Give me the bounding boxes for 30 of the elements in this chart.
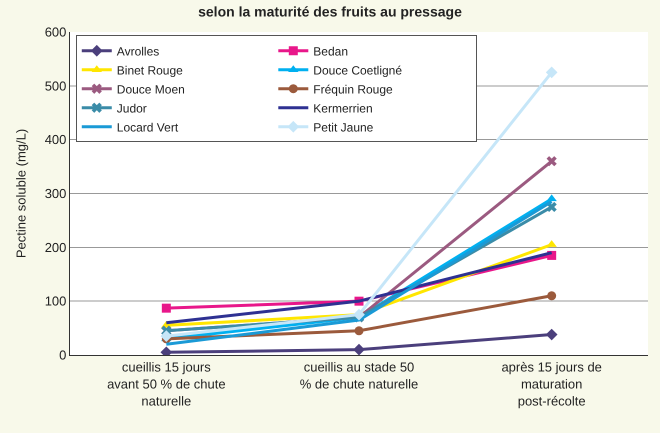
legend-label: Judor xyxy=(116,101,147,116)
legend-label: Locard Vert xyxy=(116,120,179,134)
legend-label: Kermerrien xyxy=(313,101,373,116)
y-axis-title: Pectine soluble (mg/L) xyxy=(14,128,29,258)
x-tick-label: après 15 jours de maturation post-récolte xyxy=(501,360,602,408)
x-tick-label: cueillis au stade 50 % de chute naturelle xyxy=(300,360,418,392)
point xyxy=(547,291,556,300)
point xyxy=(546,66,558,78)
x-tick-label: cueillis 15 jours avant 50 % de chute naturelle xyxy=(107,360,226,408)
y-tick-label: 200 xyxy=(44,240,66,255)
point xyxy=(353,344,365,355)
point xyxy=(160,330,172,342)
point xyxy=(354,326,364,336)
legend-label: Petit Jaune xyxy=(313,120,374,134)
legend-label: Binet Rouge xyxy=(116,63,184,78)
legend-label: Douce Coetligné xyxy=(313,63,402,78)
chart-title: selon la maturité des fruits au pressage xyxy=(198,3,462,20)
legend-label: Avrolles xyxy=(116,44,160,58)
legend-label: Bedan xyxy=(313,44,348,58)
y-tick-label: 500 xyxy=(44,78,66,94)
y-tick-label: 600 xyxy=(44,24,66,40)
y-tick-label: 0 xyxy=(59,348,66,363)
point xyxy=(546,328,558,340)
point xyxy=(546,156,557,166)
y-tick-label: 100 xyxy=(44,294,66,309)
legend-label: Fréquin Rouge xyxy=(313,82,394,96)
point xyxy=(162,304,171,313)
legend-label: Douce Moen xyxy=(116,82,185,96)
y-tick-label: 400 xyxy=(44,132,66,148)
y-tick-label: 300 xyxy=(44,186,66,202)
